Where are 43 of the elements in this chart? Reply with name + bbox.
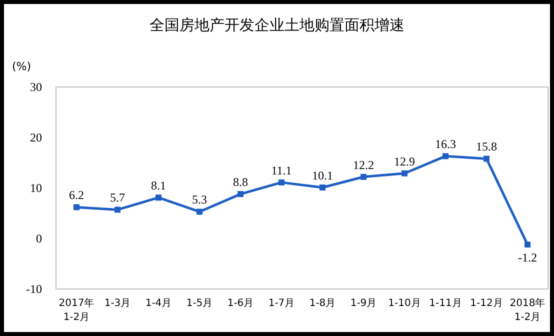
x-tick-label: 1-8月 xyxy=(309,298,336,309)
point xyxy=(320,184,326,190)
y-tick-label: 0 xyxy=(36,232,42,246)
y-tick-label: 10 xyxy=(30,181,42,195)
x-tick-label: 1-6月 xyxy=(227,298,254,309)
x-tick-label: 1-11月 xyxy=(429,298,462,309)
point xyxy=(442,153,448,160)
x-tick-label: 1-7月 xyxy=(268,298,295,309)
data-label: -1.2 xyxy=(518,250,537,265)
data-label: 5.3 xyxy=(192,192,207,207)
x-tick-label: 1-12月 xyxy=(470,298,503,309)
x-tick-label: 1-10月 xyxy=(388,298,421,309)
y-tick-label: 20 xyxy=(30,130,42,144)
y-axis-title: (%) xyxy=(12,60,32,73)
x-tick-label: 1-9月 xyxy=(350,298,377,309)
data-label: 10.1 xyxy=(312,168,333,182)
x-tick-label: 1-5月 xyxy=(186,298,213,309)
x-tick-label: 2017年 1-2月 xyxy=(58,297,94,323)
y-tick-label: 30 xyxy=(30,80,42,94)
data-label: 12.9 xyxy=(394,154,415,168)
point xyxy=(484,156,490,162)
point xyxy=(114,206,120,213)
data-label: 5.7 xyxy=(110,190,125,205)
data-label: 12.2 xyxy=(353,158,374,172)
point xyxy=(524,242,530,248)
x-tick-label: 1-3月 xyxy=(104,298,131,309)
data-label: 8.1 xyxy=(151,178,166,193)
data-label: 8.8 xyxy=(233,175,248,190)
data-label: 15.8 xyxy=(476,140,497,154)
point xyxy=(238,191,244,198)
point xyxy=(278,179,284,186)
data-label: 11.1 xyxy=(271,163,292,178)
data-label: 16.3 xyxy=(435,137,456,152)
y-tick-label: -10 xyxy=(26,282,42,296)
data-label: 6.2 xyxy=(69,188,84,202)
x-tick-label: 2018年 1-2月 xyxy=(510,297,546,323)
x-tick-label: 1-4月 xyxy=(145,298,172,309)
point xyxy=(196,208,202,215)
point xyxy=(402,170,408,176)
point xyxy=(74,204,80,210)
point xyxy=(156,194,162,201)
chart-title: 全国房地产开发企业土地购置面积增速 xyxy=(150,16,404,34)
point xyxy=(360,174,366,180)
